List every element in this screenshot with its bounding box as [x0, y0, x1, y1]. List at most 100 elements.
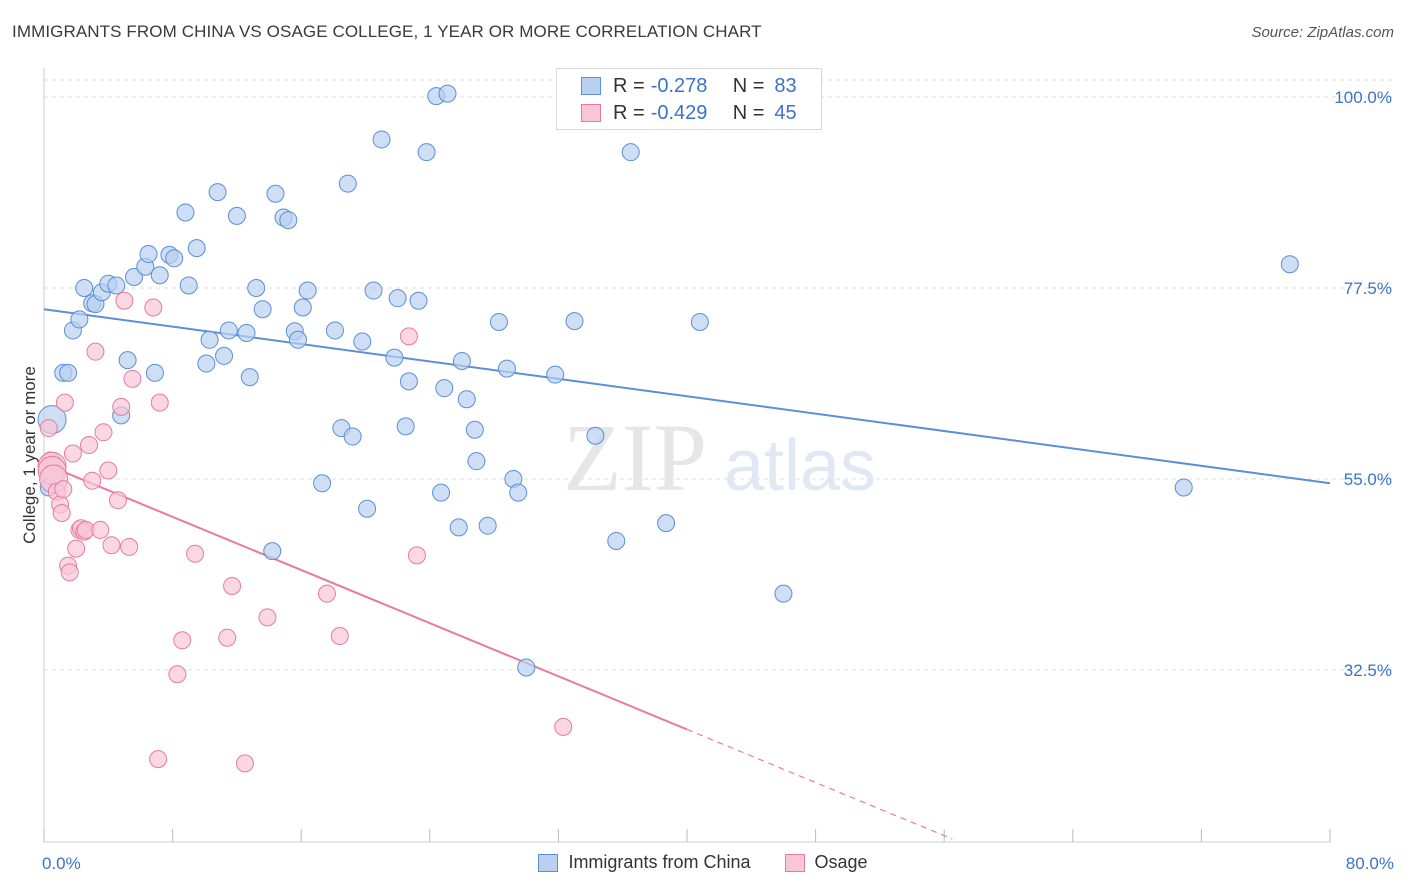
data-point [330, 627, 349, 646]
data-point [94, 423, 113, 442]
osage-swatch [581, 104, 601, 122]
data-point [120, 537, 139, 556]
data-point [83, 471, 102, 490]
y-tick-label: 100.0% [1334, 88, 1392, 107]
data-point [91, 520, 110, 539]
stats-row-china: R = -0.278 N = 83 [581, 73, 797, 99]
data-point [358, 499, 377, 518]
data-point [52, 503, 71, 522]
data-point [517, 658, 536, 677]
n-value: 83 [774, 74, 797, 97]
data-point [123, 369, 142, 388]
trend-line [43, 308, 1331, 485]
data-point [489, 312, 508, 331]
data-point [139, 245, 158, 264]
data-point [165, 249, 184, 268]
n-label: N = [732, 101, 765, 124]
legend-item-china[interactable]: Immigrants from China [538, 852, 751, 873]
data-point [407, 546, 426, 565]
legend-item-osage[interactable]: Osage [784, 852, 868, 873]
data-point [149, 750, 168, 769]
data-point [399, 372, 418, 391]
data-point [150, 266, 169, 285]
data-point [118, 351, 137, 370]
data-point [70, 310, 89, 329]
data-point [353, 332, 372, 351]
data-point [227, 206, 246, 225]
data-point [467, 452, 486, 471]
data-point [621, 143, 640, 162]
x-tick-label: 0.0% [42, 854, 81, 873]
data-point [266, 184, 285, 203]
data-point [457, 390, 476, 409]
data-point [107, 276, 126, 295]
r-label: R = [613, 74, 645, 97]
data-point [364, 281, 383, 300]
data-point [237, 323, 256, 342]
data-point [435, 379, 454, 398]
data-point [187, 239, 206, 258]
watermark-atlas: atlas [724, 426, 876, 506]
data-point [690, 312, 709, 331]
data-point [657, 514, 676, 533]
data-point [186, 544, 205, 563]
data-point [317, 584, 336, 603]
data-point [59, 363, 78, 382]
series-legend: Immigrants from China Osage [0, 852, 1406, 873]
data-point [223, 576, 242, 595]
data-point [108, 491, 127, 510]
source-credit: Source: ZipAtlas.com [1251, 24, 1394, 41]
data-point [176, 203, 195, 222]
data-point [60, 563, 79, 582]
data-point [247, 279, 266, 297]
data-point [168, 665, 187, 684]
y-tick-label: 32.5% [1343, 661, 1392, 680]
data-point [607, 531, 626, 550]
y-tick-label: 55.0% [1343, 470, 1392, 489]
data-point [208, 183, 227, 202]
data-point [313, 474, 332, 493]
data-point [565, 312, 584, 331]
data-point [102, 536, 121, 555]
data-point [279, 211, 298, 230]
data-point [1174, 478, 1193, 497]
data-point [253, 300, 272, 319]
trend-line-extension [686, 728, 953, 840]
data-point [293, 298, 312, 317]
data-point [452, 352, 471, 371]
data-point [554, 717, 573, 736]
data-point [80, 436, 99, 455]
data-point [197, 354, 216, 373]
data-point [145, 363, 164, 382]
stats-row-osage: R = -0.429 N = 45 [581, 100, 797, 126]
china-swatch [581, 77, 601, 95]
data-point [125, 267, 144, 286]
watermark: ZIP atlas [563, 404, 876, 511]
data-point [150, 393, 169, 412]
data-point [115, 291, 134, 310]
r-label: R = [613, 101, 645, 124]
n-value: 45 [774, 101, 797, 124]
data-point [449, 518, 468, 537]
data-point [54, 480, 73, 499]
data-point [67, 539, 86, 558]
data-point [235, 754, 254, 773]
data-point [112, 397, 131, 416]
data-point [288, 330, 307, 349]
data-point [343, 427, 362, 446]
data-point [432, 483, 451, 502]
data-point [240, 368, 259, 387]
data-point [99, 461, 118, 480]
data-point [1280, 255, 1299, 274]
data-point [396, 417, 415, 436]
data-point [75, 279, 94, 297]
data-point [586, 426, 605, 445]
n-label: N = [732, 74, 765, 97]
data-point [774, 584, 793, 603]
trend-lines [43, 308, 1331, 840]
y-axis-label: College, 1 year or more [20, 366, 39, 544]
data-point [478, 516, 497, 535]
data-point [218, 628, 237, 647]
data-point [388, 289, 407, 308]
legend-label: Osage [814, 852, 868, 872]
